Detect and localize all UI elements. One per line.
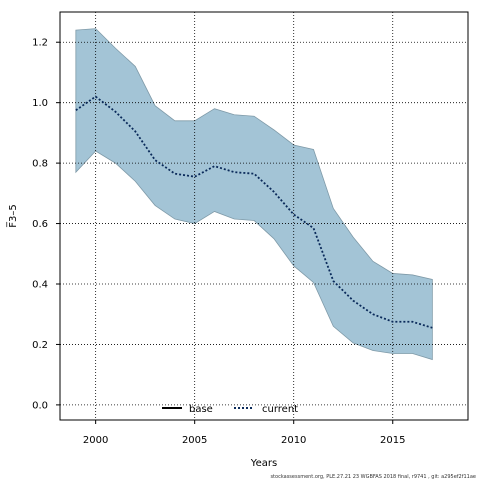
y-tick-label: 0.6 bbox=[32, 219, 48, 230]
y-axis-title: F̅3–5 bbox=[6, 204, 19, 228]
x-tick-label: 2000 bbox=[83, 435, 108, 446]
footer-note: stockassessment.org, PLE.27.21 23 WGBFAS… bbox=[270, 474, 476, 480]
legend: base current bbox=[162, 404, 298, 415]
x-tick-label: 2010 bbox=[281, 435, 306, 446]
axis-layer: 2000 2005 2010 2015 0.0 0.2 0.4 0.6 0.8 1.0 1.2 bbox=[32, 38, 405, 446]
series-layer bbox=[75, 95, 433, 329]
confidence-band bbox=[75, 28, 433, 361]
x-tick-label: 2015 bbox=[380, 435, 405, 446]
y-tick-label: 0.2 bbox=[32, 340, 48, 351]
series-line-current bbox=[75, 95, 433, 329]
y-tick-label: 0.8 bbox=[32, 159, 48, 170]
y-tick-label: 1.2 bbox=[32, 38, 48, 49]
plot-frame bbox=[59, 11, 469, 421]
grid-layer bbox=[60, 12, 468, 420]
confidence-band-layer bbox=[75, 28, 433, 361]
legend-label-base: base bbox=[189, 404, 213, 415]
y-tick-label: 1.0 bbox=[32, 98, 48, 109]
legend-label-current: current bbox=[262, 404, 298, 415]
y-tick-label: 0.4 bbox=[32, 280, 48, 291]
x-tick-label: 2005 bbox=[182, 435, 207, 446]
x-axis-title: Years bbox=[250, 458, 277, 469]
y-tick-label: 0.0 bbox=[32, 400, 48, 411]
